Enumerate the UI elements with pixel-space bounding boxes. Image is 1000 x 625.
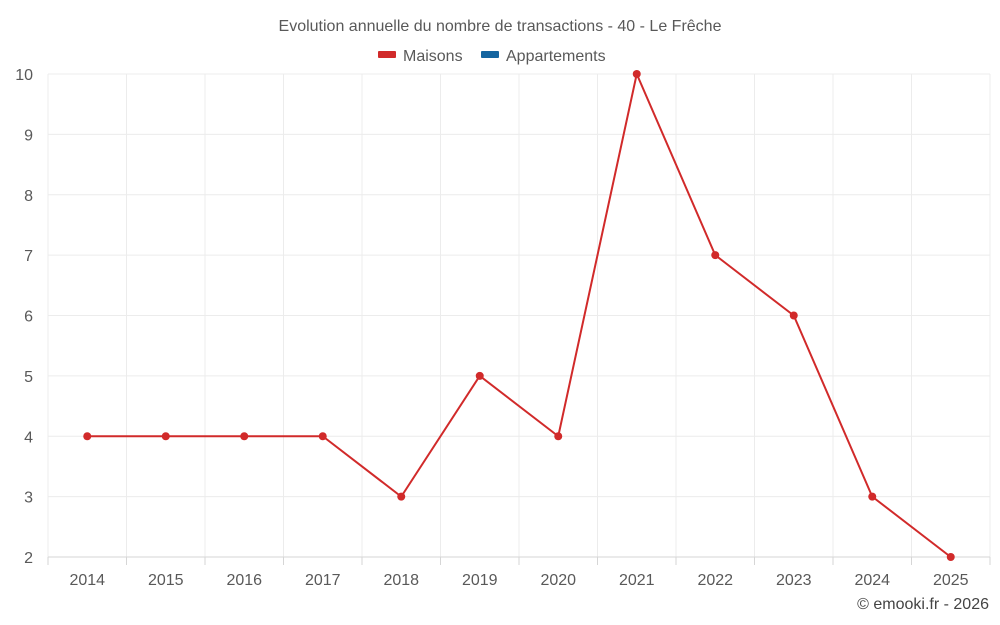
data-point-maisons-2025[interactable] [946, 553, 955, 561]
legend-label-maisons: Maisons [403, 48, 463, 65]
y-tick-label: 3 [24, 490, 33, 507]
data-point-maisons-2019[interactable] [475, 371, 484, 380]
credit: © emooki.fr - 2026 [857, 596, 989, 613]
y-axis: 2 3 4 5 6 7 8 9 10 [15, 67, 33, 567]
data-point-maisons-2022[interactable] [711, 251, 720, 260]
data-point-maisons-2017[interactable] [318, 432, 327, 441]
data-point-maisons-2021[interactable] [632, 70, 641, 78]
chart-title: Evolution annuelle du nombre de transact… [279, 18, 722, 35]
legend-label-appartements: Appartements [506, 48, 606, 65]
x-tick-label: 2021 [619, 572, 655, 589]
x-tick-label: 2024 [854, 572, 890, 589]
y-tick-label: 8 [24, 188, 33, 205]
x-tick-label: 2014 [69, 572, 105, 589]
x-tick-label: 2016 [226, 572, 262, 589]
legend-swatch-maisons [378, 51, 396, 58]
legend-item-appartements[interactable]: Appartements [481, 48, 606, 65]
data-point-maisons-2018[interactable] [397, 492, 406, 501]
x-tick-label: 2015 [148, 572, 184, 589]
x-axis: 2014 2015 2016 2017 2018 2019 2020 2021 2022 2023… [47, 556, 991, 589]
x-tick-label: 2023 [776, 572, 812, 589]
y-tick-label: 2 [24, 550, 33, 567]
x-tick-label: 2018 [383, 572, 419, 589]
legend-swatch-appartements [481, 51, 499, 58]
x-tick-label: 2022 [697, 572, 733, 589]
y-tick-label: 9 [24, 127, 33, 144]
x-tick-label: 2020 [540, 572, 576, 589]
y-tick-label: 5 [24, 369, 33, 386]
x-tick-label: 2025 [933, 572, 969, 589]
series-line-maisons [87, 73, 952, 558]
y-tick-label: 7 [24, 248, 33, 265]
data-point-maisons-2016[interactable] [240, 432, 249, 441]
grid [47, 73, 991, 558]
y-tick-label: 4 [24, 429, 33, 446]
data-point-maisons-2020[interactable] [554, 432, 563, 441]
y-tick-label: 10 [15, 67, 33, 84]
x-tick-label: 2017 [305, 572, 341, 589]
legend: Maisons Appartements [378, 48, 606, 65]
data-point-maisons-2023[interactable] [789, 311, 798, 320]
y-tick-label: 6 [24, 309, 33, 326]
data-point-maisons-2024[interactable] [868, 492, 877, 501]
data-point-maisons-2015[interactable] [161, 432, 170, 441]
x-tick-label: 2019 [462, 572, 498, 589]
legend-item-maisons[interactable]: Maisons [378, 48, 463, 65]
plot-area [83, 70, 955, 561]
data-point-maisons-2014[interactable] [83, 432, 92, 441]
